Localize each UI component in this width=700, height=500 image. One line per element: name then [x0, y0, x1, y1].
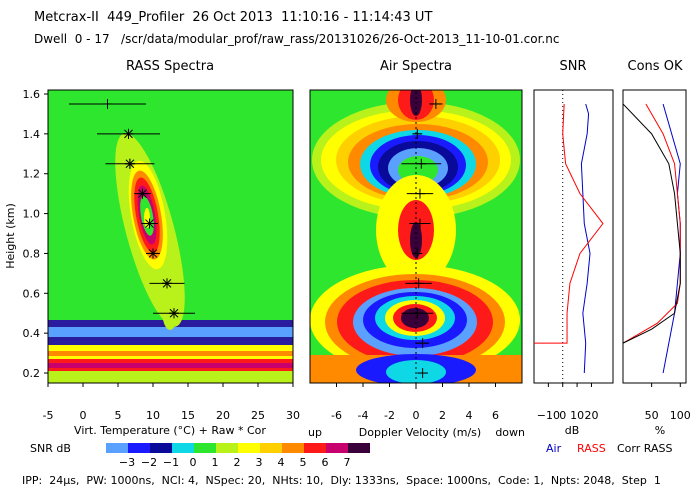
x-tick-label: 20 [584, 409, 598, 422]
snr-lines [534, 90, 604, 383]
rass-cor-point [169, 308, 179, 318]
y-tick-label: 1.4 [23, 128, 41, 141]
colorbar-swatch [282, 443, 304, 453]
x-tick-label: -4 [358, 409, 369, 422]
x-tick-label: 10 [146, 409, 160, 422]
air-markers [401, 92, 443, 392]
colorbar-swatch [106, 443, 128, 453]
y-tick-label: 0.8 [23, 247, 41, 260]
colorbar-tick-label: 0 [190, 456, 197, 469]
colorbar-label: SNR dB [30, 442, 71, 455]
x-tick-label: 30 [286, 409, 300, 422]
x-tick-label: -6 [331, 409, 342, 422]
series-line-rass [622, 103, 681, 344]
legend-air: Air [546, 442, 562, 455]
snr-colorbar: −3 −2 −1 0 1 2 3 4 5 6 7 [106, 443, 370, 469]
x-tick-label: 6 [492, 409, 499, 422]
colorbar-tick-label: −1 [163, 456, 179, 469]
series-line-rass [534, 103, 604, 344]
cons-panel-title: Cons OK [628, 59, 683, 74]
x-tick-label: −10 [537, 409, 560, 422]
colorbar-swatch [260, 443, 282, 453]
colorbar-swatch [128, 443, 150, 453]
x-tick-label: 15 [181, 409, 195, 422]
y-tick-label: 1.2 [23, 168, 41, 181]
rass-panel-title: RASS Spectra [126, 59, 214, 74]
rass-x-ticks: -5 0 5 10 15 20 25 30 [43, 383, 300, 422]
colorbar-swatch [216, 443, 238, 453]
x-tick-label: 20 [216, 409, 230, 422]
rass-markers [69, 98, 195, 319]
series-line-air [580, 103, 591, 374]
colorbar-tick-label: 4 [278, 456, 285, 469]
height-y-ticks: 0.2 0.4 0.6 0.8 1.0 1.2 1.4 1.6 [23, 88, 48, 380]
x-tick-label: 50 [645, 409, 659, 422]
x-tick-label: 5 [115, 409, 122, 422]
dwell-line: Dwell 0 - 17 /scr/data/modular_prof/raw_… [34, 32, 560, 46]
rass-cor-point [148, 249, 158, 258]
colorbar-swatch [304, 443, 326, 453]
y-tick-label: 0.2 [23, 367, 41, 380]
colorbar-tick-label: 7 [344, 456, 351, 469]
y-tick-label: 0.4 [23, 327, 41, 340]
rass-cor-point [125, 159, 135, 169]
colorbar-tick-label: 5 [300, 456, 307, 469]
snr-panel-title: SNR [559, 59, 586, 74]
colorbar-swatch [238, 443, 260, 453]
x-tick-label: 0 [80, 409, 87, 422]
x-tick-label: 0 [559, 409, 566, 422]
colorbar-swatch [150, 443, 172, 453]
y-tick-label: 1.0 [23, 208, 41, 221]
x-tick-label: -5 [43, 409, 54, 422]
air-x-up-label: up [308, 426, 322, 439]
air-panel-title: Air Spectra [380, 59, 452, 74]
colorbar-tick-label: 2 [234, 456, 241, 469]
x-tick-label: 4 [466, 409, 473, 422]
x-tick-label: 100 [670, 409, 691, 422]
y-tick-label: 1.6 [23, 88, 41, 101]
cons-x-ticks: 50 100 [645, 383, 691, 422]
colorbar-swatch [326, 443, 348, 453]
cons-x-label: % [655, 424, 665, 437]
air-spectra-panel: -6 -4 -2 0 2 4 6 [309, 89, 523, 422]
air-x-label: Doppler Velocity (m/s) [359, 426, 481, 439]
colorbar-swatch [172, 443, 194, 453]
colorbar-tick-label: −2 [141, 456, 157, 469]
colorbar-tick-label: 3 [256, 456, 263, 469]
rass-cor-point [124, 129, 133, 139]
rass-cor-point [145, 219, 154, 228]
y-tick-label: 0.6 [23, 287, 41, 300]
colorbar-tick-label: −3 [119, 456, 135, 469]
legend-corr-rass: Corr RASS [617, 442, 672, 455]
cons-lines [622, 103, 681, 374]
rass-spectra-panel: -5 0 5 10 15 20 25 30 0.2 0.4 0.6 0.8 1.0 1.2 1.4 1.6 [23, 88, 301, 422]
title-line: Metcrax-II 449_Profiler 26 Oct 2013 11:1… [34, 10, 433, 25]
rass-cor-point [162, 278, 172, 288]
colorbar-swatch [348, 443, 370, 453]
footer-params: IPP: 24µs, PW: 1000ns, NCI: 4, NSpec: 20… [22, 474, 661, 487]
snr-panel: −10 0 10 20 [533, 89, 614, 422]
colorbar-tick-label: 6 [322, 456, 329, 469]
x-tick-label: 0 [413, 409, 420, 422]
series-line-corr-rass [622, 103, 681, 344]
air-snr-field [310, 90, 522, 383]
x-tick-label: -2 [384, 409, 395, 422]
air-x-ticks: -6 -4 -2 0 2 4 6 [331, 383, 499, 422]
air-x-down-label: down [495, 426, 525, 439]
snr-x-label: dB [565, 424, 580, 437]
rass-cor-point [138, 189, 147, 198]
x-tick-label: 2 [439, 409, 446, 422]
legend-rass: RASS [577, 442, 606, 455]
x-tick-label: 10 [570, 409, 584, 422]
height-axis-label: Height (km) [4, 203, 17, 269]
snr-x-ticks: −10 0 10 20 [537, 383, 598, 422]
colorbar-swatch [194, 443, 216, 453]
rass-x-label: Virt. Temperature (°C) + Raw * Cor [74, 424, 266, 437]
cons-panel: 50 100 [622, 89, 691, 422]
colorbar-tick-label: 1 [212, 456, 219, 469]
x-tick-label: 25 [251, 409, 265, 422]
